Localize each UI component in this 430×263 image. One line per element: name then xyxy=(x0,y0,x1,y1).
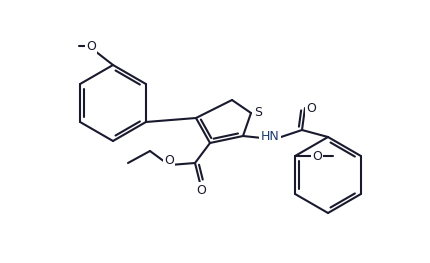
Text: O: O xyxy=(86,39,96,53)
Text: O: O xyxy=(196,184,206,196)
Text: S: S xyxy=(254,105,262,119)
Text: O: O xyxy=(312,149,322,163)
Text: O: O xyxy=(164,154,174,166)
Text: HN: HN xyxy=(261,130,280,144)
Text: O: O xyxy=(306,103,316,115)
